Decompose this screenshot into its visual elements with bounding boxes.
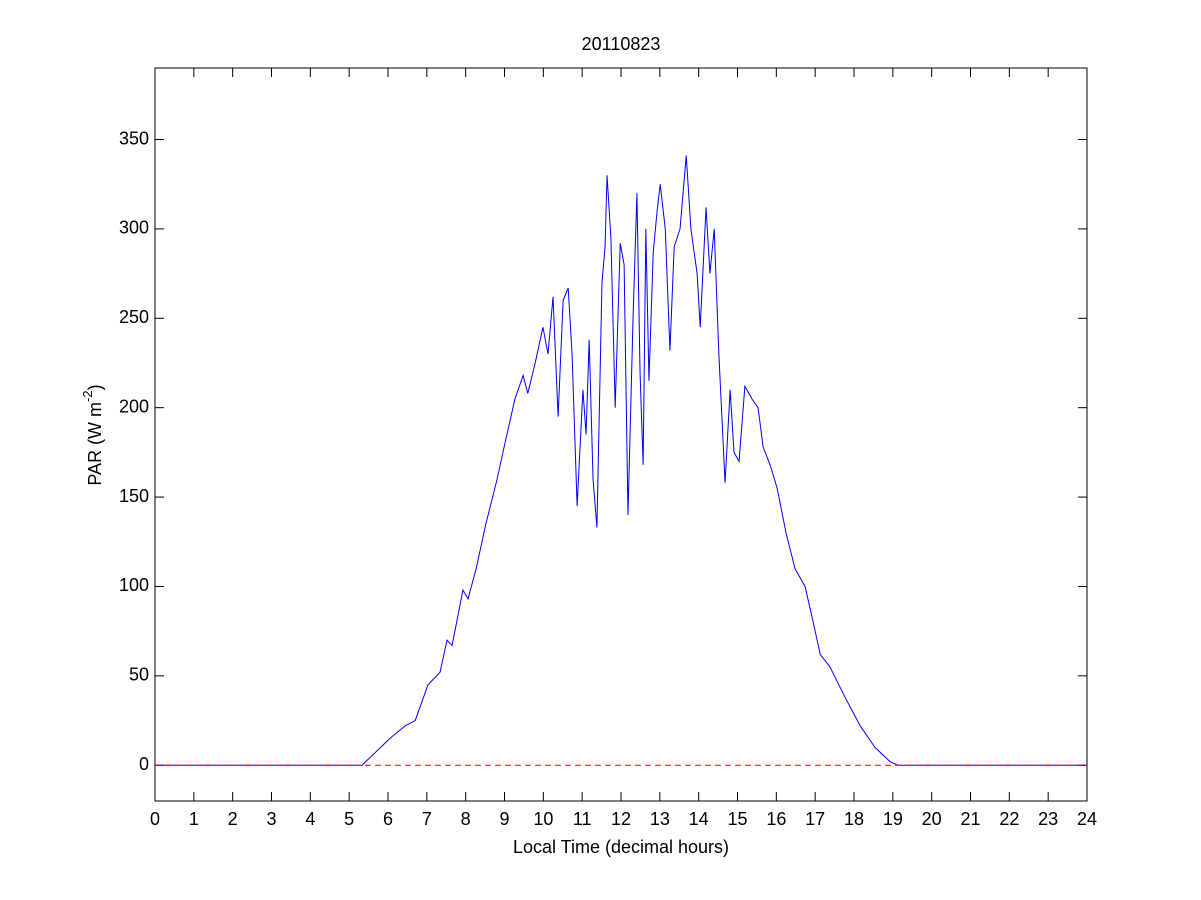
x-tick-label: 6 bbox=[383, 809, 393, 829]
x-tick-label: 24 bbox=[1077, 809, 1097, 829]
x-tick-label: 15 bbox=[727, 809, 747, 829]
x-tick-label: 23 bbox=[1038, 809, 1058, 829]
chart-title: 20110823 bbox=[582, 34, 661, 54]
x-tick-label: 17 bbox=[805, 809, 825, 829]
x-tick-label: 8 bbox=[461, 809, 471, 829]
y-tick-label: 350 bbox=[119, 128, 149, 148]
x-tick-label: 14 bbox=[689, 809, 709, 829]
y-tick-label: 0 bbox=[139, 754, 149, 774]
x-tick-label: 5 bbox=[344, 809, 354, 829]
x-tick-label: 4 bbox=[305, 809, 315, 829]
x-tick-label: 21 bbox=[960, 809, 980, 829]
x-tick-label: 18 bbox=[844, 809, 864, 829]
y-tick-label: 300 bbox=[119, 218, 149, 238]
x-tick-label: 1 bbox=[189, 809, 199, 829]
x-tick-label: 9 bbox=[499, 809, 509, 829]
x-axis-label: Local Time (decimal hours) bbox=[513, 837, 729, 857]
x-tick-label: 2 bbox=[228, 809, 238, 829]
x-tick-label: 7 bbox=[422, 809, 432, 829]
x-tick-label: 22 bbox=[999, 809, 1019, 829]
x-tick-label: 20 bbox=[922, 809, 942, 829]
x-tick-label: 0 bbox=[150, 809, 160, 829]
y-tick-label: 150 bbox=[119, 486, 149, 506]
y-label-text: PAR (W m bbox=[85, 402, 105, 486]
x-tick-label: 12 bbox=[611, 809, 631, 829]
y-tick-label: 50 bbox=[129, 665, 149, 685]
y-axis-label: PAR (W m-2) bbox=[80, 384, 104, 485]
x-tick-label: 19 bbox=[883, 809, 903, 829]
y-tick-label: 200 bbox=[119, 396, 149, 416]
x-tick-label: 13 bbox=[650, 809, 670, 829]
data-line bbox=[155, 155, 1087, 766]
x-tick-label: 10 bbox=[533, 809, 553, 829]
x-tick-label: 11 bbox=[573, 809, 592, 829]
y-tick-label: 250 bbox=[119, 307, 149, 327]
y-tick-label: 100 bbox=[119, 575, 149, 595]
y-label-superscript: -2 bbox=[80, 390, 95, 402]
y-label-suffix: ) bbox=[85, 384, 105, 390]
x-tick-label: 3 bbox=[266, 809, 276, 829]
x-tick-label: 16 bbox=[766, 809, 786, 829]
